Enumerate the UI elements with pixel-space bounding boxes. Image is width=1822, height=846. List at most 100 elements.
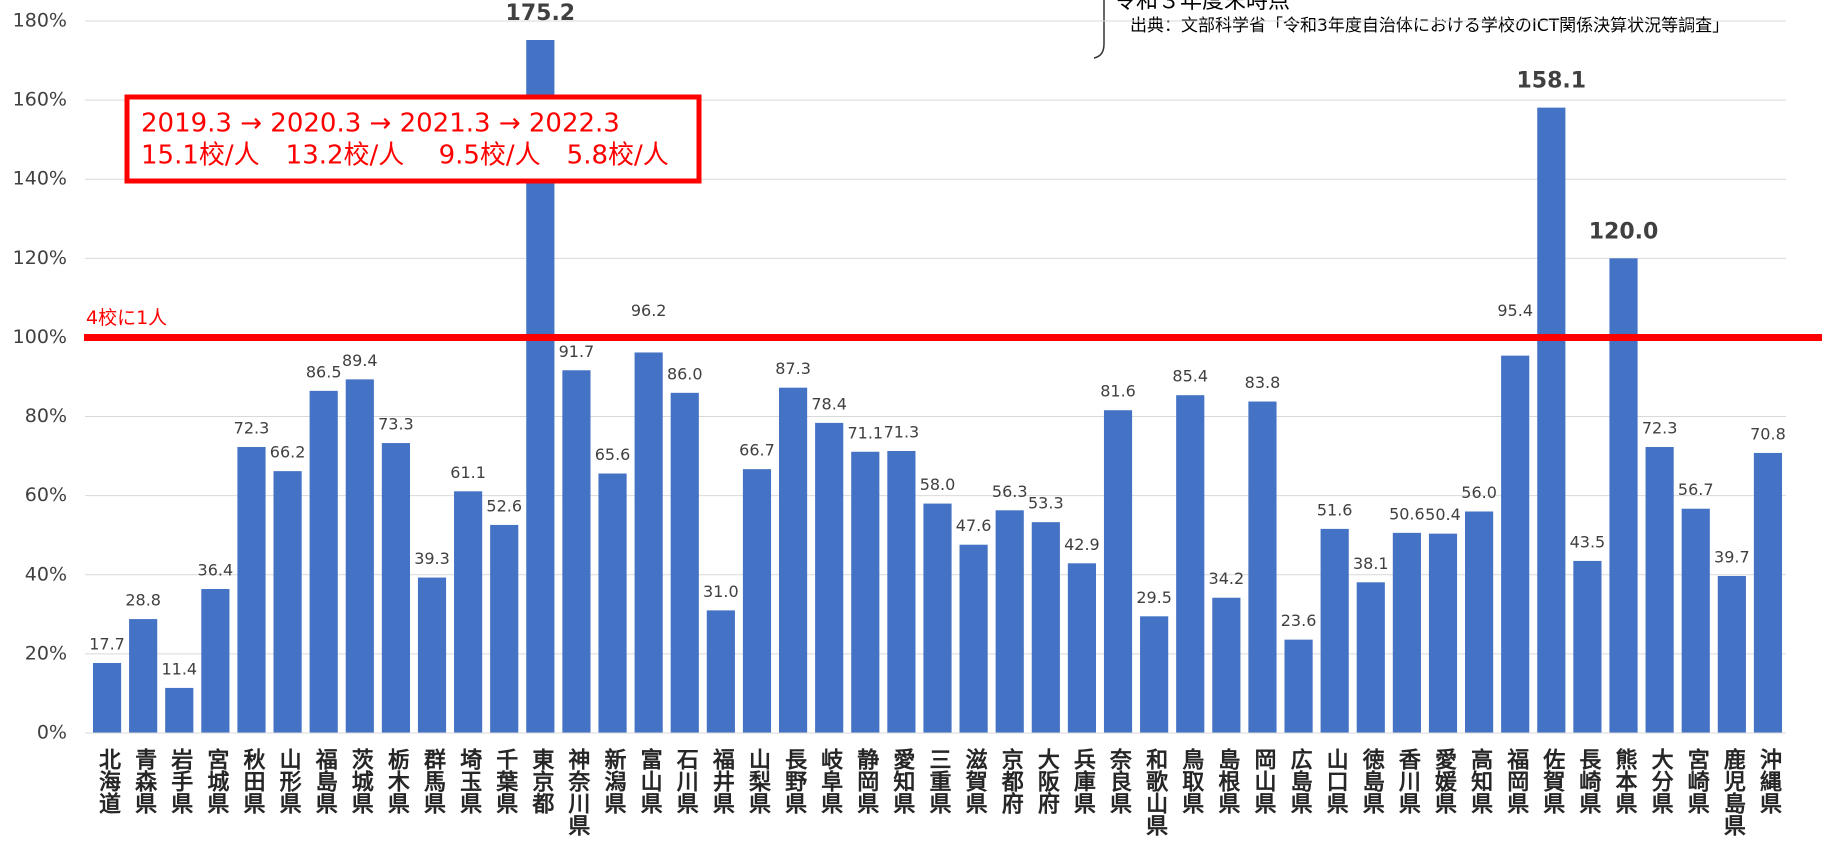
value-label: 85.4: [1172, 367, 1208, 386]
x-tick-label: 徳島県: [1359, 747, 1386, 814]
annotation-text: 15.1校/人 13.2校/人 9.5校/人 5.8校/人: [141, 141, 669, 171]
x-tick-label: 東京都: [528, 748, 555, 814]
bar: [201, 589, 230, 733]
bar: [1356, 582, 1385, 733]
y-tick-label: 100%: [13, 326, 67, 348]
value-label: 66.7: [739, 441, 775, 460]
bar: [1428, 533, 1458, 733]
x-tick-label: 長野県: [781, 748, 807, 814]
value-label: 89.4: [342, 351, 378, 370]
x-tick-label: 神奈川県: [564, 747, 591, 836]
x-tick-label: 新潟県: [601, 747, 627, 814]
value-label: 96.2: [631, 301, 667, 320]
value-label: 71.1: [847, 423, 883, 442]
bar: [1609, 258, 1638, 733]
value-label: 39.7: [1714, 547, 1750, 566]
x-tick-label: 愛知県: [889, 747, 915, 814]
value-label: 95.4: [1497, 301, 1533, 320]
bar: [742, 469, 772, 733]
bar: [345, 379, 374, 733]
value-label: 52.6: [486, 496, 522, 515]
value-label: 87.3: [775, 359, 811, 378]
x-tick-label: 千葉県: [492, 748, 519, 814]
x-tick-label: 岐阜県: [817, 748, 843, 814]
value-label: 86.0: [667, 364, 703, 383]
bar: [706, 610, 735, 733]
x-tick-label: 鹿児島県: [1720, 747, 1747, 836]
value-label: 70.8: [1750, 424, 1786, 443]
x-tick-label: 和歌山県: [1142, 748, 1168, 836]
x-tick-label: 青森県: [131, 748, 157, 814]
bar: [1067, 563, 1097, 733]
value-label: 72.3: [1642, 419, 1678, 438]
x-tick-label: 広島県: [1287, 747, 1313, 814]
bar: [165, 687, 194, 733]
y-tick-label: 160%: [13, 89, 67, 111]
note: 令和３年度末時点: [1114, 0, 1290, 14]
value-label: 29.5: [1136, 588, 1172, 607]
value-label: 39.3: [414, 549, 450, 568]
annotation-box: [124, 94, 702, 184]
x-tick-label: 大分県: [1648, 748, 1674, 814]
value-label: 83.8: [1245, 373, 1281, 392]
value-label: 91.7: [559, 342, 595, 361]
bar: [815, 422, 844, 733]
value-label: 71.3: [884, 422, 920, 441]
value-label: 56.7: [1678, 480, 1714, 499]
value-label: 66.2: [270, 443, 306, 462]
y-tick-label: 180%: [13, 10, 67, 32]
value-label: 58.0: [920, 475, 956, 494]
x-tick-label: 山口県: [1323, 748, 1349, 814]
bar: [923, 503, 952, 733]
x-tick-label: 福島県: [312, 748, 339, 814]
value-label: 61.1: [450, 463, 486, 482]
x-tick-label: 長崎県: [1575, 748, 1601, 814]
x-tick-label: 石川県: [673, 748, 700, 814]
bar: [309, 390, 338, 733]
y-tick-label: 120%: [13, 247, 67, 269]
x-tick-label: 岡山県: [1250, 748, 1276, 814]
value-label: 73.3: [378, 415, 414, 434]
value-label: 78.4: [811, 394, 847, 413]
value-label: 38.1: [1353, 554, 1389, 573]
y-tick-label: 60%: [25, 484, 67, 506]
bar: [598, 473, 627, 733]
bar: [778, 387, 808, 733]
x-tick-label: 愛媛県: [1431, 747, 1457, 814]
value-label: 50.6: [1389, 504, 1425, 523]
value-label: 42.9: [1064, 535, 1100, 554]
bar: [1681, 508, 1710, 733]
value-label: 47.6: [956, 516, 992, 535]
value-label: 36.4: [198, 561, 234, 580]
value-label: 23.6: [1281, 611, 1317, 630]
y-tick-label: 80%: [25, 405, 67, 427]
x-tick-label: 佐賀県: [1539, 747, 1566, 814]
value-label: 31.0: [703, 582, 739, 601]
bar: [634, 352, 663, 733]
annotation-text: 2019.3 → 2020.3 → 2021.3 → 2022.3: [141, 109, 620, 139]
x-tick-label: 埼玉県: [456, 748, 482, 814]
x-tick-label: 鳥取県: [1178, 747, 1204, 814]
bar: [490, 524, 519, 733]
x-tick-label: 静岡県: [853, 747, 879, 814]
value-label: 72.3: [234, 419, 270, 438]
reference-label: 4校に1人: [86, 307, 167, 329]
x-tick-label: 奈良県: [1106, 747, 1133, 814]
value-label: 56.0: [1461, 483, 1497, 502]
value-label: 81.6: [1100, 382, 1136, 401]
bar: [92, 662, 122, 733]
bar: [1645, 447, 1674, 733]
value-label: 158.1: [1517, 69, 1587, 94]
x-tick-label: 茨城県: [348, 748, 374, 814]
x-tick-label: 栃木県: [384, 748, 411, 814]
value-label: 28.8: [125, 591, 161, 610]
bar: [381, 443, 410, 733]
value-label: 11.4: [161, 659, 197, 678]
source: 出典：文部科学省「令和3年度自治体における学校のICT関係決算状況等調査」: [1130, 16, 1729, 36]
bar: [1248, 401, 1277, 733]
bar: [273, 471, 302, 733]
x-tick-label: 島根県: [1214, 747, 1240, 814]
value-label: 17.7: [89, 634, 125, 653]
x-tick-label: 群馬県: [420, 747, 446, 814]
